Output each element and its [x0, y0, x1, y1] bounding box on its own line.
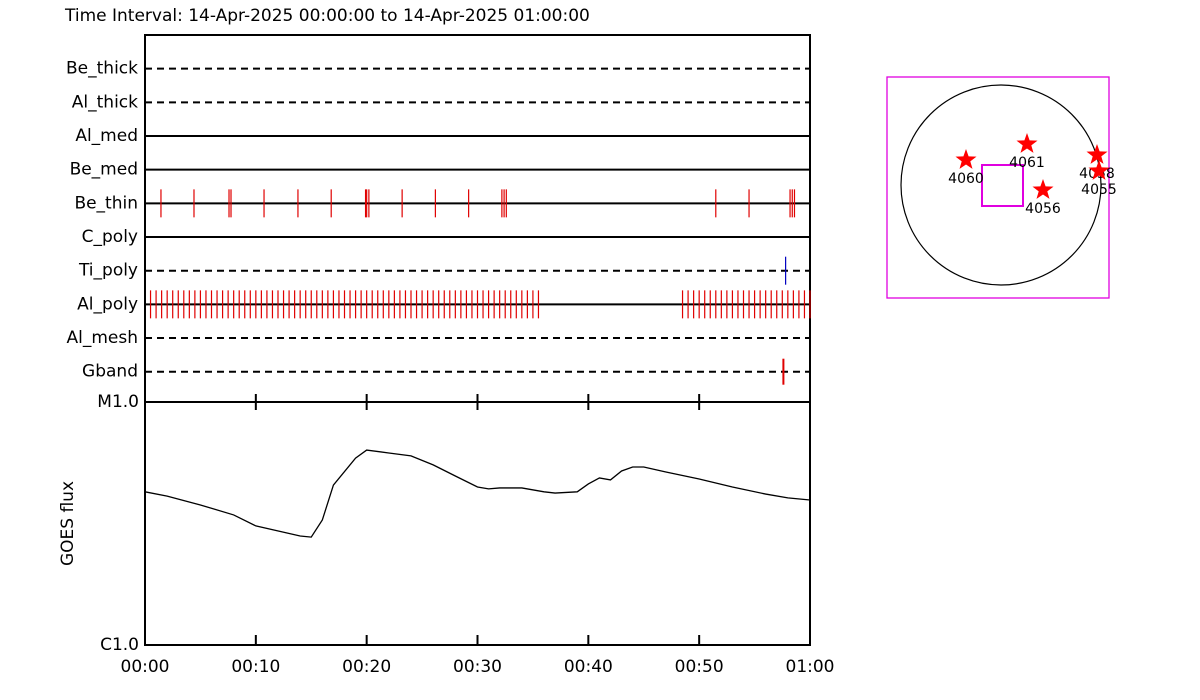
x-tick-label: 00:50: [675, 657, 724, 677]
plot-frame: [144, 401, 811, 646]
region-star: [1032, 179, 1054, 199]
field-of-view: [981, 164, 1024, 207]
region-star: [1088, 160, 1110, 180]
region-label: 4060: [948, 171, 984, 187]
flux-line: [144, 449, 811, 538]
region-label: 4056: [1025, 201, 1061, 217]
region-star: [1086, 144, 1108, 164]
row-label: C_poly: [82, 227, 138, 247]
x-tick-label: 00:10: [231, 657, 280, 677]
x-tick-label: 00:20: [342, 657, 391, 677]
solar-limb: [900, 84, 1102, 286]
row-label: Al_poly: [77, 294, 138, 314]
row-label: Al_thick: [72, 92, 138, 112]
map-frame: [886, 76, 1110, 299]
x-tick-label: 01:00: [786, 657, 835, 677]
x-tick-label: 00:40: [564, 657, 613, 677]
y-tick-label: C1.0: [100, 635, 139, 655]
region-label: 4055: [1081, 182, 1117, 198]
row-label: Be_thin: [74, 193, 138, 213]
row-label: Ti_poly: [78, 261, 138, 281]
region-star: [1016, 133, 1038, 153]
y-axis-label: GOES flux: [58, 481, 78, 566]
chart-title: Time Interval: 14-Apr-2025 00:00:00 to 1…: [64, 6, 590, 26]
row-label: Al_med: [75, 126, 138, 146]
plot-frame: [144, 34, 811, 403]
row-label: Gband: [82, 362, 138, 382]
row-label: Be_med: [70, 160, 138, 180]
y-tick-label: M1.0: [97, 392, 139, 412]
row-label: Be_thick: [66, 59, 138, 79]
x-tick-label: 00:00: [121, 657, 170, 677]
region-label: 4061: [1009, 155, 1045, 171]
x-tick-label: 00:30: [453, 657, 502, 677]
row-label: Al_mesh: [66, 328, 138, 348]
region-star: [955, 149, 977, 169]
